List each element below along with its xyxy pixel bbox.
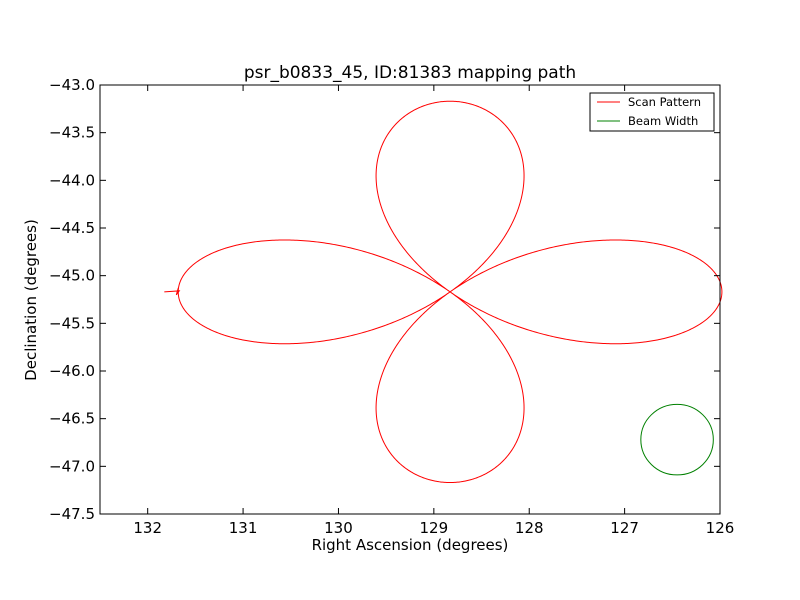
scan-start-marker [164,287,181,296]
x-axis-label: Right Ascension (degrees) [312,536,509,554]
beam-width-circle [640,403,714,476]
y-tick-label: −44.5 [49,219,95,237]
y-tick-label: −43.5 [49,124,95,142]
series-layer [164,100,723,484]
x-tick-label: 130 [324,519,353,537]
y-axis-label: Declination (degrees) [22,219,40,381]
y-tick-label: −44.0 [49,171,95,189]
x-tick-label: 131 [229,519,258,537]
x-tick-label: 128 [515,519,544,537]
y-tick-label: −47.0 [49,457,95,475]
y-tick-label: −47.5 [49,505,95,523]
x-tick-label: 129 [420,519,449,537]
y-tick-label: −43.0 [49,76,95,94]
x-tick-label: 126 [706,519,735,537]
plot-background [100,85,720,514]
chart-title: psr_b0833_45, ID:81383 mapping path [244,63,576,83]
plot-frame [99,84,721,515]
x-tick-label: 127 [610,519,639,537]
y-tick-label: −46.5 [49,410,95,428]
scan-pattern-line [177,100,723,484]
y-tick-label: −46.0 [49,362,95,380]
ticks-layer: 132 131 130 129 128 127 126 −43.0 −43.5 −44.0 −44.… [49,76,734,537]
legend-label-beam-width: Beam Width [628,114,698,128]
legend-frame [589,92,715,132]
y-tick-label: −45.5 [49,314,95,332]
legend: Scan Pattern Beam Width [589,92,715,132]
y-tick-label: −45.0 [49,267,95,285]
plot-area: 132 131 130 129 128 127 126 −43.0 −43.5 −44.0 −44.… [49,76,734,537]
legend-label-scan-pattern: Scan Pattern [628,95,701,109]
x-tick-label: 132 [133,519,162,537]
